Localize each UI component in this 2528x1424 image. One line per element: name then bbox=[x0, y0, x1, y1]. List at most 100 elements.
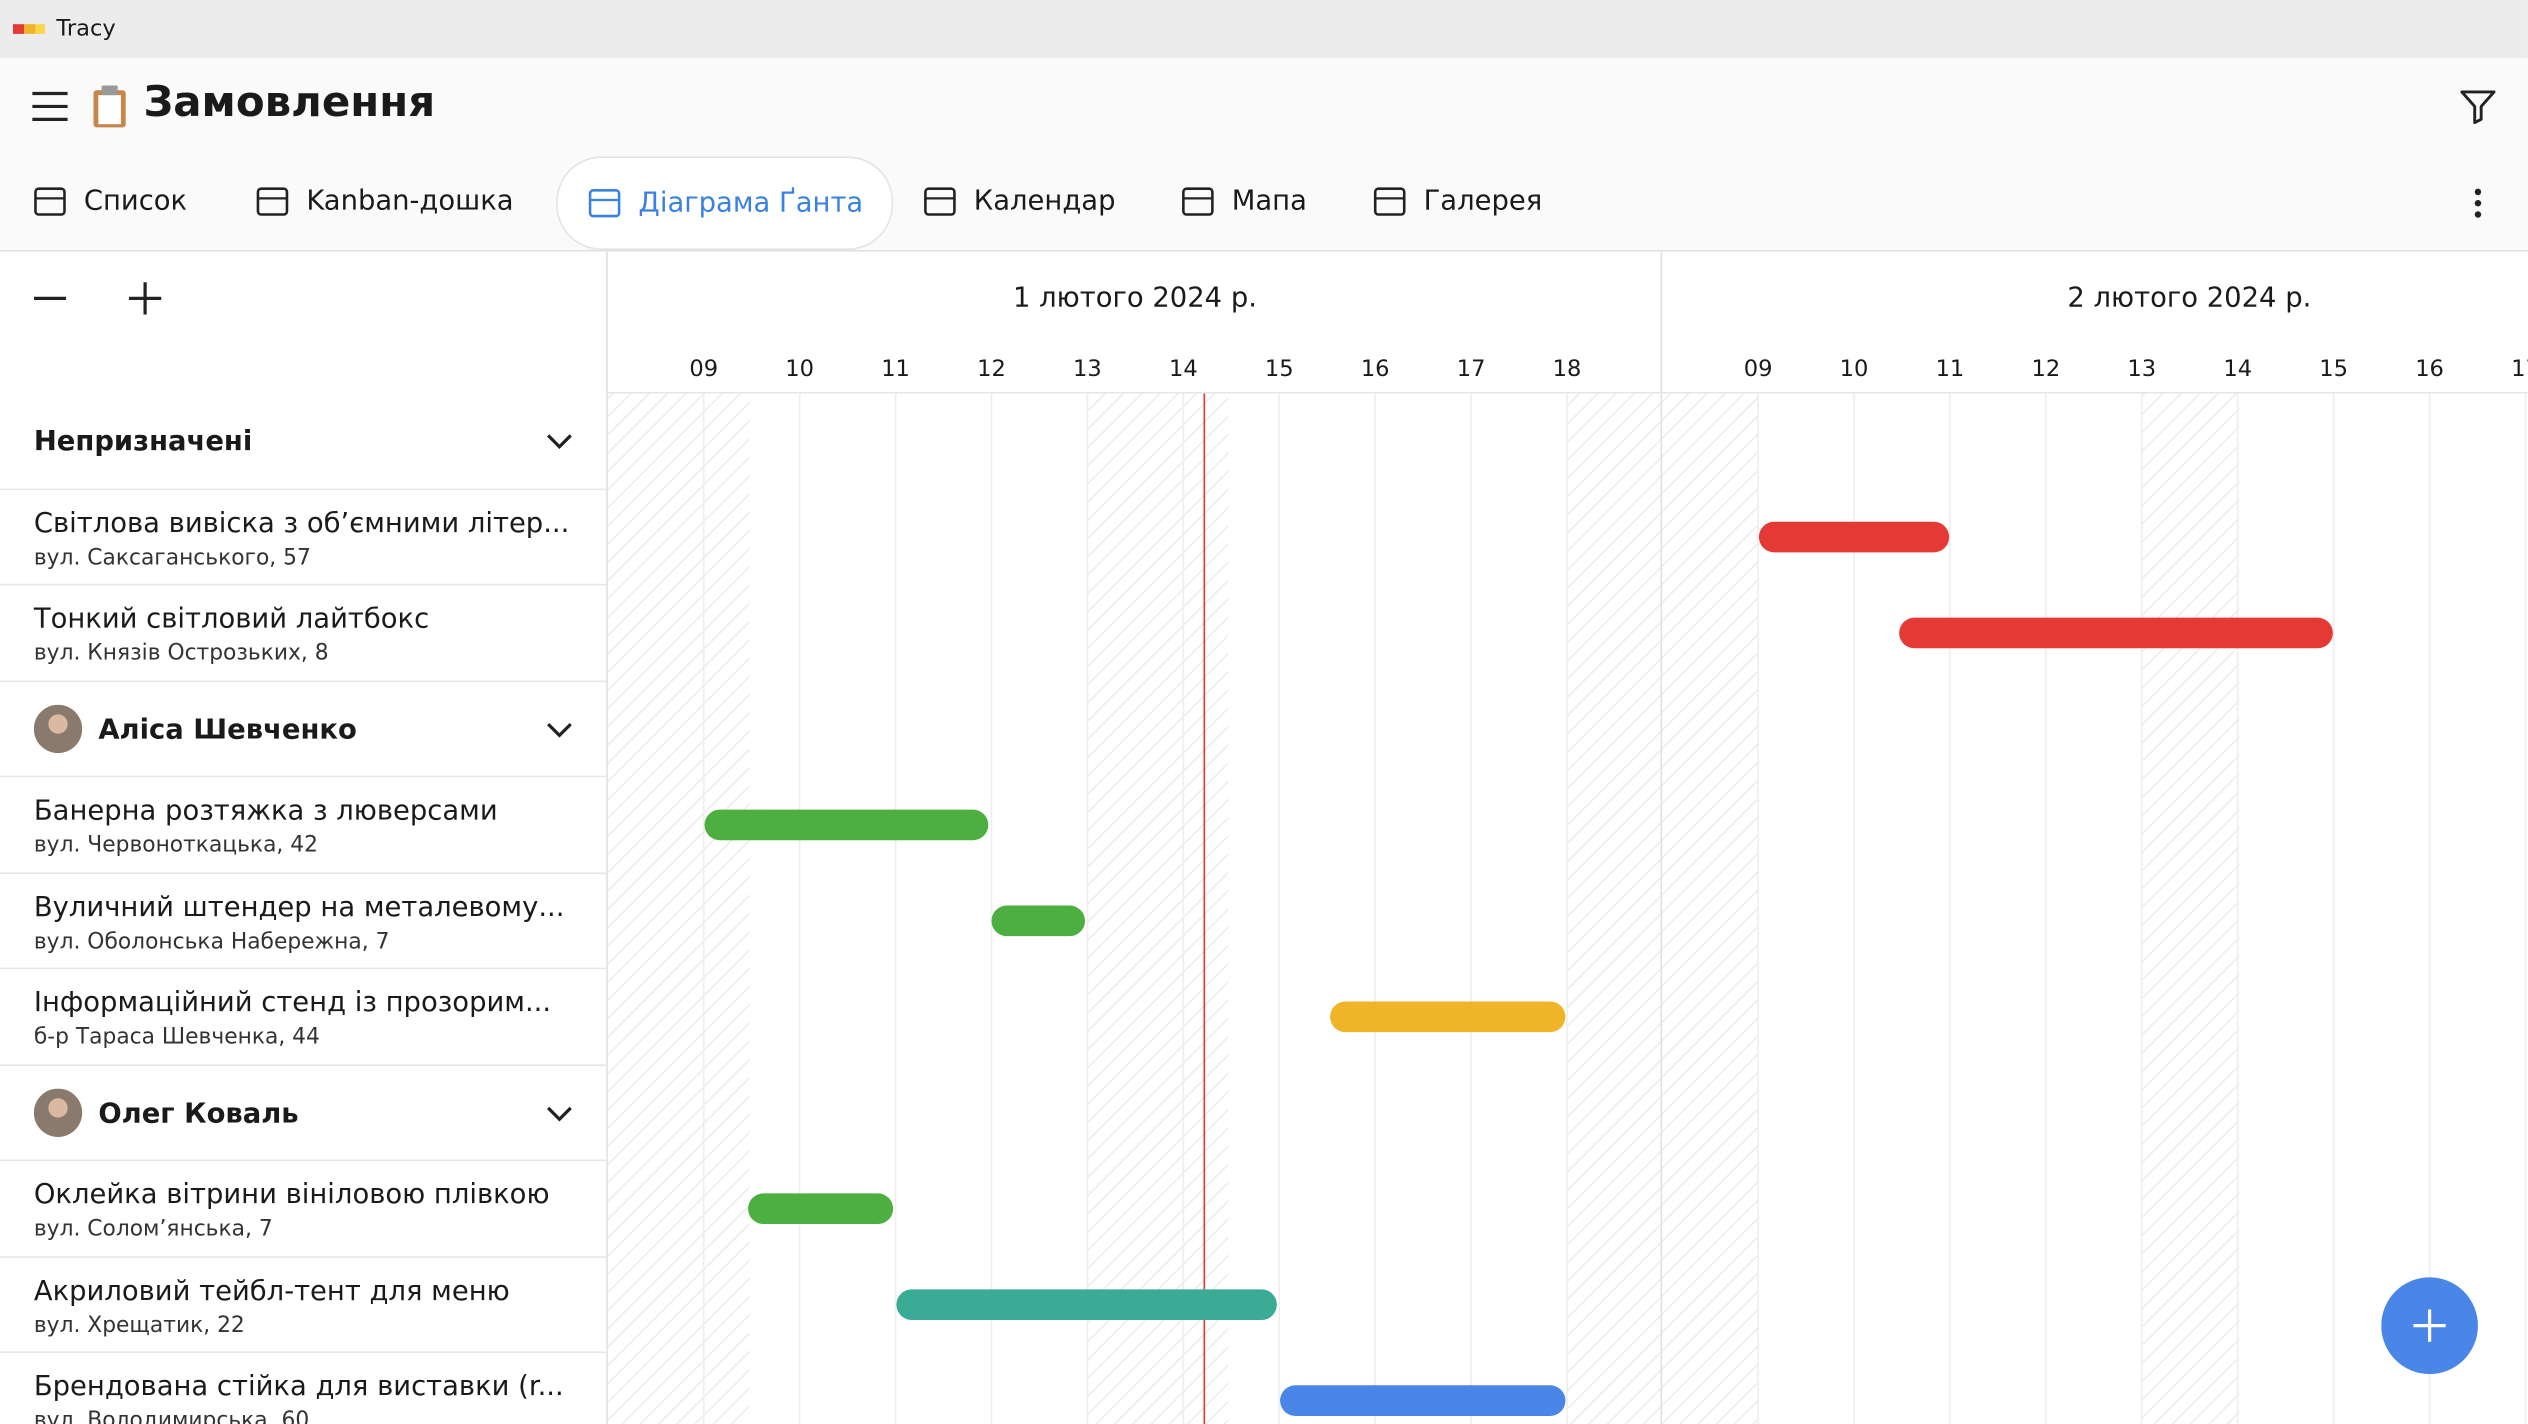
tab-icon bbox=[34, 187, 66, 216]
gantt-bar[interactable] bbox=[991, 905, 1086, 937]
item-address: вул. Князів Острозьких, 8 bbox=[33, 640, 329, 667]
date-label: 1 лютого 2024 р. bbox=[1013, 282, 1257, 315]
tab-icon bbox=[1182, 187, 1214, 216]
zoom-buttons[interactable] bbox=[33, 281, 163, 316]
item-address: вул. Саксаганського, 57 bbox=[33, 544, 311, 571]
item-address: вул. Володимирська, 60 bbox=[33, 1407, 310, 1424]
window-title: Tracy bbox=[56, 16, 116, 42]
tab[interactable]: Діаграма Ґанта bbox=[556, 156, 894, 250]
item-title: Тонкий світловий лайтбокс bbox=[33, 603, 430, 636]
tab-label: Список bbox=[83, 185, 188, 218]
hour-label: 10 bbox=[785, 356, 815, 383]
gantt-bar[interactable] bbox=[896, 1289, 1277, 1320]
hour-label: 17 bbox=[1456, 356, 1486, 383]
tab-icon bbox=[1373, 187, 1406, 216]
avatar bbox=[33, 703, 83, 753]
item-title: Брендована стійка для виставки (r... bbox=[33, 1370, 564, 1404]
collapse-toggle[interactable] bbox=[545, 1104, 574, 1123]
tab-icon bbox=[924, 187, 956, 216]
item-row[interactable]: Брендована стійка для виставки (r... вул.… bbox=[0, 1353, 607, 1424]
item-row[interactable]: Світлова вивіска з об’ємними літер... вул… bbox=[0, 489, 607, 586]
hour-label: 12 bbox=[2031, 356, 2061, 383]
panel-divider bbox=[606, 251, 608, 1424]
tab[interactable]: Мапа bbox=[1151, 156, 1336, 246]
item-title: Акриловий тейбл-тент для меню bbox=[33, 1274, 510, 1308]
collapse-toggle[interactable] bbox=[545, 720, 574, 739]
item-title: Вуличний штендер на металевому... bbox=[33, 891, 565, 924]
item-title: Інформаційний стенд із прозорим... bbox=[33, 986, 552, 1020]
hour-label: 16 bbox=[2415, 356, 2444, 383]
menu-button[interactable] bbox=[32, 90, 68, 122]
hour-label: 14 bbox=[2223, 356, 2253, 383]
tab[interactable]: Kanban-дошка bbox=[226, 156, 543, 246]
tab-label: Календар bbox=[973, 185, 1116, 218]
timeline bbox=[607, 251, 2528, 1424]
gantt-bar[interactable] bbox=[704, 809, 989, 841]
item-address: вул. Червоноткацька, 42 bbox=[33, 832, 318, 858]
filter-button[interactable] bbox=[2460, 89, 2496, 125]
non-working-hours bbox=[1662, 393, 1759, 1424]
hour-label: 18 bbox=[1552, 356, 1582, 383]
gantt-bar[interactable] bbox=[1330, 1001, 1566, 1033]
item-row[interactable]: Тонкий світловий лайтбокс вул. Князів Ост… bbox=[0, 585, 607, 682]
tab-label: Kanban-дошка bbox=[306, 185, 514, 218]
tab-icon bbox=[256, 187, 289, 216]
non-working-hours bbox=[607, 393, 750, 1424]
item-address: вул. Солом’янська, 7 bbox=[33, 1215, 273, 1242]
item-row[interactable]: Вуличний штендер на металевому... вул. Об… bbox=[0, 873, 607, 970]
more-button[interactable] bbox=[2472, 187, 2485, 219]
item-row[interactable]: Банерна розтяжка з люверсами вул. Червоно… bbox=[0, 777, 607, 874]
item-row[interactable]: Оклейка вітрини вініловою плівкою вул. Со… bbox=[0, 1161, 607, 1258]
clipboard-icon bbox=[93, 85, 126, 128]
tab[interactable]: Список bbox=[3, 156, 216, 246]
item-title: Оклейка вітрини вініловою плівкою bbox=[33, 1178, 550, 1212]
item-title: Світлова вивіска з об’ємними літер... bbox=[33, 507, 570, 540]
group-name: Олег Коваль bbox=[98, 1097, 299, 1130]
add-button[interactable] bbox=[2381, 1277, 2478, 1375]
hour-label: 13 bbox=[2127, 356, 2157, 383]
hour-label: 16 bbox=[1360, 356, 1390, 383]
hour-label: 12 bbox=[977, 356, 1006, 383]
tab-label: Діаграма Ґанта bbox=[638, 187, 864, 220]
gantt-bar[interactable] bbox=[1758, 521, 1950, 553]
hour-label: 13 bbox=[1073, 356, 1102, 383]
hour-label: 15 bbox=[2319, 356, 2349, 383]
date-label: 2 лютого 2024 р. bbox=[2067, 282, 2312, 315]
page-title: Замовлення bbox=[143, 79, 436, 128]
gantt-bar[interactable] bbox=[748, 1193, 894, 1225]
title-bar: Tracy bbox=[0, 0, 2528, 59]
non-working-hours bbox=[1567, 393, 1663, 1424]
hour-label: 14 bbox=[1168, 356, 1198, 383]
item-address: б-р Тараса Шевченка, 44 bbox=[33, 1024, 320, 1050]
app-icon bbox=[12, 24, 46, 34]
gantt-bar[interactable] bbox=[1899, 617, 2333, 649]
tab[interactable]: Календар bbox=[893, 156, 1144, 246]
hour-label: 10 bbox=[1839, 356, 1869, 383]
hour-label: 09 bbox=[1743, 356, 1773, 383]
item-row[interactable]: Інформаційний стенд із прозорим... б-р Та… bbox=[0, 969, 607, 1066]
item-address: вул. Оболонська Набережна, 7 bbox=[33, 928, 390, 954]
non-working-hours bbox=[2142, 393, 2240, 1424]
hour-label: 11 bbox=[881, 356, 910, 383]
group-name: Аліса Шевченко bbox=[98, 713, 357, 746]
tab-label: Мапа bbox=[1231, 185, 1307, 218]
tab-icon bbox=[588, 189, 621, 218]
hour-label: 11 bbox=[1935, 356, 1965, 383]
hour-label: 15 bbox=[1264, 356, 1294, 383]
item-row[interactable]: Акриловий тейбл-тент для меню вул. Хрещат… bbox=[0, 1257, 607, 1354]
gantt-bar[interactable] bbox=[1280, 1385, 1566, 1416]
hour-label: 09 bbox=[689, 356, 719, 383]
tab[interactable]: Галерея bbox=[1343, 156, 1571, 246]
group-row: Аліса Шевченко bbox=[0, 681, 607, 778]
item-address: вул. Хрещатик, 22 bbox=[33, 1311, 245, 1338]
hour-label: 17 bbox=[2511, 356, 2528, 383]
non-working-hours bbox=[1086, 393, 1229, 1424]
group-name: Непризначені bbox=[33, 425, 253, 459]
collapse-toggle[interactable] bbox=[545, 432, 574, 451]
item-title: Банерна розтяжка з люверсами bbox=[33, 795, 498, 828]
avatar bbox=[33, 1087, 83, 1137]
zoom-controls bbox=[0, 251, 607, 396]
group-row: Непризначені bbox=[0, 393, 607, 490]
